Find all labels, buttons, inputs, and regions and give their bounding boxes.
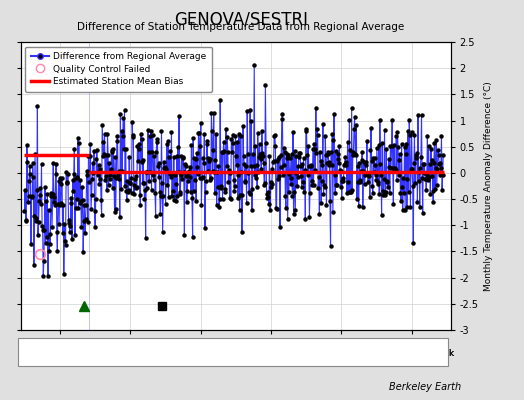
Text: ▲: ▲ bbox=[129, 349, 138, 359]
Text: ◆: ◆ bbox=[27, 349, 36, 359]
Y-axis label: Monthly Temperature Anomaly Difference (°C): Monthly Temperature Anomaly Difference (… bbox=[484, 81, 493, 291]
Text: Time of Obs. Change: Time of Obs. Change bbox=[246, 350, 341, 358]
Text: ▲: ▲ bbox=[129, 349, 138, 359]
Text: Empirical Break: Empirical Break bbox=[383, 350, 454, 358]
Text: Empirical Break: Empirical Break bbox=[383, 350, 454, 358]
Text: Record Gap: Record Gap bbox=[141, 350, 194, 358]
Text: Station Move: Station Move bbox=[39, 350, 99, 358]
Text: ▼: ▼ bbox=[234, 349, 243, 359]
Text: ■: ■ bbox=[369, 349, 380, 359]
Text: ◆: ◆ bbox=[27, 349, 36, 359]
Text: ▼: ▼ bbox=[234, 349, 243, 359]
Text: Record Gap: Record Gap bbox=[141, 350, 194, 358]
Text: Station Move: Station Move bbox=[39, 350, 99, 358]
Text: ■: ■ bbox=[369, 349, 380, 359]
Text: GENOVA/SESTRI: GENOVA/SESTRI bbox=[174, 10, 308, 28]
Legend: Difference from Regional Average, Quality Control Failed, Estimated Station Mean: Difference from Regional Average, Qualit… bbox=[26, 46, 212, 92]
Text: Berkeley Earth: Berkeley Earth bbox=[389, 382, 461, 392]
Text: Time of Obs. Change: Time of Obs. Change bbox=[246, 350, 341, 358]
Text: Difference of Station Temperature Data from Regional Average: Difference of Station Temperature Data f… bbox=[78, 22, 405, 32]
